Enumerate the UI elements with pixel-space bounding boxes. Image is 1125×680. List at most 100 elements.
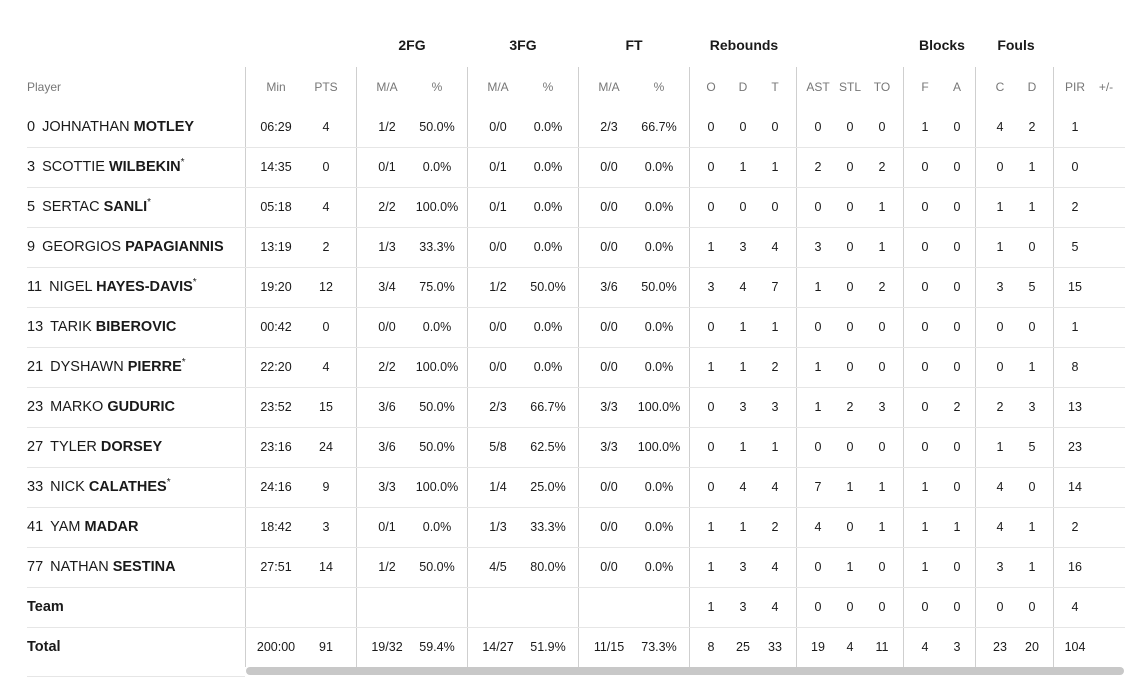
- column-header-blk-a[interactable]: A: [952, 80, 961, 94]
- player-name-link[interactable]: 0 JOHNATHAN MOTLEY: [27, 107, 194, 147]
- cell-stl: 0: [846, 440, 854, 454]
- cell-2fg-ma: 0/1: [378, 520, 396, 534]
- table-row: 77 NATHAN SESTINA 27:51 14 1/2 50.0% 4/5 80.0% 0…: [27, 547, 1125, 588]
- cell-reb-d: 1: [739, 360, 747, 374]
- column-header-reb-d[interactable]: D: [738, 80, 748, 94]
- column-header-3fg-pct[interactable]: %: [542, 80, 554, 94]
- column-header-2fg-pct[interactable]: %: [431, 80, 443, 94]
- cell-ft-pct: 0.0%: [644, 160, 674, 174]
- cell-ast: 0: [814, 440, 822, 454]
- player-name-link[interactable]: 3 SCOTTIE WILBEKIN*: [27, 147, 185, 187]
- cell-plus-minus: [1094, 507, 1118, 547]
- column-divider: [245, 67, 246, 667]
- table-row: 41 YAM MADAR 18:42 3 0/1 0.0% 1/3 33.3% 0/0 0.0% 1…: [27, 507, 1125, 548]
- cell-reb-t: 4: [771, 560, 779, 574]
- cell-to: 1: [878, 520, 886, 534]
- cell-reb-o: 8: [707, 640, 715, 654]
- column-header-min[interactable]: Min: [266, 80, 286, 94]
- column-header-reb-t[interactable]: T: [771, 80, 779, 94]
- player-name-link[interactable]: 13 TARIK BIBEROVIC: [27, 307, 176, 347]
- column-header-plus-minus[interactable]: +/-: [1098, 80, 1114, 94]
- cell-3fg-pct: 80.0%: [530, 560, 566, 574]
- player-name-link[interactable]: 77 NATHAN SESTINA: [27, 547, 176, 587]
- column-header-pts[interactable]: PTS: [314, 80, 338, 94]
- cell-ft-pct: 0.0%: [644, 560, 674, 574]
- column-header-3fg-ma[interactable]: M/A: [487, 80, 509, 94]
- column-header-stl[interactable]: STL: [838, 80, 861, 94]
- player-name-link[interactable]: 23 MARKO GUDURIC: [27, 387, 175, 427]
- cell-ast: 19: [811, 640, 825, 654]
- table-row: 33 NICK CALATHES* 24:16 9 3/3 100.0% 1/4 25.0% 0…: [27, 467, 1125, 508]
- cell-reb-o: 0: [707, 120, 715, 134]
- cell-reb-o: 0: [707, 320, 715, 334]
- cell-to: 0: [878, 360, 886, 374]
- cell-pir: 16: [1068, 560, 1082, 574]
- player-number: 5: [27, 199, 36, 215]
- cell-plus-minus: [1094, 227, 1118, 267]
- cell-blk-a: 1: [953, 520, 961, 534]
- player-first-name: JOHNATHAN: [42, 119, 130, 135]
- column-header-foul-c[interactable]: C: [995, 80, 1005, 94]
- cell-foul-c: 4: [996, 480, 1004, 494]
- player-name-link[interactable]: 9 GEORGIOS PAPAGIANNIS: [27, 227, 224, 267]
- cell-ft-pct: 100.0%: [637, 440, 681, 454]
- cell-stl: 0: [846, 200, 854, 214]
- cell-ft-ma: 0/0: [600, 320, 618, 334]
- player-last-name: SANLI: [103, 199, 148, 215]
- player-last-name: BIBEROVIC: [95, 319, 177, 335]
- cell-ft-ma: 0/0: [600, 520, 618, 534]
- column-header-blk-f[interactable]: F: [921, 80, 929, 94]
- cell-ast: 0: [814, 320, 822, 334]
- cell-blk-a: 0: [953, 120, 961, 134]
- cell-plus-minus: [1094, 427, 1118, 467]
- cell-2fg-pct: 50.0%: [419, 400, 455, 414]
- player-last-name: MOTLEY: [133, 119, 195, 135]
- group-header-rebounds: Rebounds: [709, 37, 779, 53]
- player-name-link[interactable]: 33 NICK CALATHES*: [27, 467, 171, 507]
- column-header-player[interactable]: Player: [27, 80, 62, 94]
- player-name-link[interactable]: 5 SERTAC SANLI*: [27, 187, 151, 227]
- column-header-reb-o[interactable]: O: [706, 80, 716, 94]
- cell-3fg-ma: 0/0: [489, 240, 507, 254]
- player-name-link[interactable]: 27 TYLER DORSEY: [27, 427, 162, 467]
- cell-reb-o: 1: [707, 360, 715, 374]
- cell-to: 0: [878, 120, 886, 134]
- column-header-pir[interactable]: PIR: [1064, 80, 1085, 94]
- column-header-ft-ma[interactable]: M/A: [598, 80, 620, 94]
- cell-3fg-ma: 0/1: [489, 160, 507, 174]
- horizontal-scrollbar[interactable]: [246, 667, 1124, 675]
- cell-pts: 4: [322, 200, 330, 214]
- cell-foul-d: 0: [1028, 240, 1036, 254]
- column-divider: [356, 67, 357, 667]
- player-name-link[interactable]: 21 DYSHAWN PIERRE*: [27, 347, 186, 387]
- column-header-to[interactable]: TO: [873, 80, 891, 94]
- cell-ft-ma: 3/3: [600, 400, 618, 414]
- cell-2fg-pct: 0.0%: [422, 520, 452, 534]
- group-header-fouls: Fouls: [997, 37, 1035, 53]
- cell-reb-o: 1: [707, 520, 715, 534]
- player-name-link[interactable]: 11 NIGEL HAYES-DAVIS*: [27, 267, 197, 307]
- cell-blk-a: 3: [953, 640, 961, 654]
- cell-plus-minus: [1094, 267, 1118, 307]
- cell-stl: 0: [846, 240, 854, 254]
- column-header-foul-d[interactable]: D: [1027, 80, 1037, 94]
- player-name-link[interactable]: 41 YAM MADAR: [27, 507, 139, 547]
- cell-reb-t: 1: [771, 440, 779, 454]
- cell-reb-t: 4: [771, 600, 779, 614]
- cell-ft-pct: [631, 587, 687, 627]
- column-header-ft-pct[interactable]: %: [653, 80, 665, 94]
- cell-ft-ma: 3/3: [600, 440, 618, 454]
- cell-foul-d: 1: [1028, 160, 1036, 174]
- player-last-name: CALATHES: [88, 479, 167, 495]
- cell-plus-minus: [1094, 587, 1118, 627]
- column-header-ast[interactable]: AST: [806, 80, 830, 94]
- cell-foul-c: 4: [996, 520, 1004, 534]
- cell-blk-f: 0: [921, 240, 929, 254]
- cell-pir: 1: [1071, 320, 1079, 334]
- cell-min: 22:20: [260, 360, 292, 374]
- cell-reb-o: 0: [707, 440, 715, 454]
- player-last-name: WILBEKIN: [108, 159, 181, 175]
- cell-ft-ma: 0/0: [600, 480, 618, 494]
- cell-plus-minus: [1094, 627, 1118, 667]
- column-header-2fg-ma[interactable]: M/A: [376, 80, 398, 94]
